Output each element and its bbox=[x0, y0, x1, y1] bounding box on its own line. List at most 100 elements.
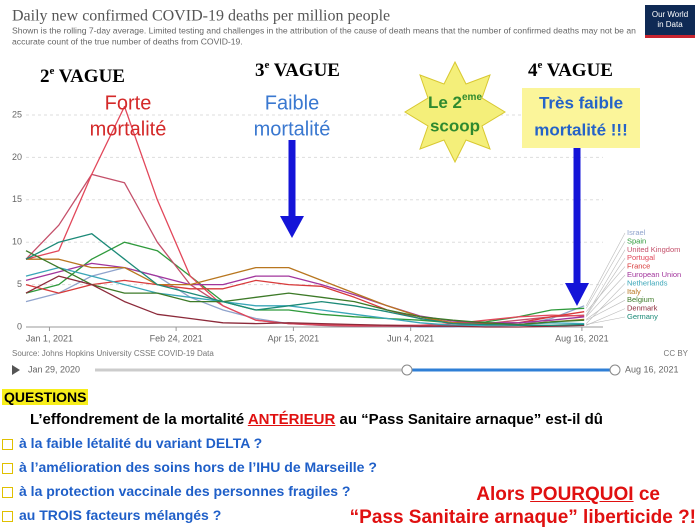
legend-label: Germany bbox=[627, 312, 658, 321]
legend-connector bbox=[586, 308, 626, 326]
chart-subtitle: accurate count of the true number of dea… bbox=[12, 36, 243, 46]
annotation-text: mortalité !!! bbox=[534, 120, 628, 139]
x-tick-label: Apr 15, 2021 bbox=[268, 333, 320, 343]
wave-num: 3 bbox=[255, 60, 265, 81]
legend-label: Spain bbox=[627, 236, 646, 245]
questions-label: QUESTIONS bbox=[2, 389, 89, 405]
timeline-handle[interactable] bbox=[401, 364, 413, 376]
scoop-sup: eme bbox=[462, 92, 482, 103]
highlight-box bbox=[522, 88, 640, 148]
x-tick-label: Jan 1, 2021 bbox=[26, 333, 73, 343]
checkbox[interactable] bbox=[2, 486, 13, 498]
chart: Daily new confirmed COVID-19 deaths per … bbox=[12, 5, 695, 376]
conclusion: Alors POURQUOI ce bbox=[476, 484, 660, 506]
legend-connector bbox=[585, 241, 626, 309]
series-line bbox=[25, 279, 585, 325]
option: à l’amélioration des soins hors de l’IHU… bbox=[2, 459, 377, 475]
x-tick-label: Aug 16, 2021 bbox=[555, 333, 609, 343]
wave-text: VAGUE bbox=[269, 60, 340, 81]
play-button[interactable] bbox=[12, 365, 20, 375]
logo-text: in Data bbox=[657, 20, 683, 29]
wave-label: 3e VAGUE bbox=[255, 59, 340, 82]
legend-label: European Union bbox=[627, 270, 681, 279]
y-tick-label: 10 bbox=[12, 237, 22, 247]
chart-title: Daily new confirmed COVID-19 deaths per … bbox=[12, 8, 390, 25]
series-line bbox=[25, 266, 585, 326]
y-tick-label: 20 bbox=[12, 152, 22, 162]
arrow-head bbox=[280, 216, 304, 238]
intro-text: L’effondrement de la mortalité bbox=[30, 411, 248, 428]
wave-label: 4e VAGUE bbox=[528, 59, 613, 82]
legend-label: Netherlands bbox=[627, 278, 668, 287]
series-line bbox=[26, 258, 585, 326]
scoop-pre: Le 2 bbox=[428, 93, 462, 112]
wave-sup: e bbox=[50, 65, 55, 77]
series-line bbox=[25, 233, 585, 326]
logo-strip bbox=[645, 35, 695, 38]
wave-sup: e bbox=[265, 59, 270, 71]
series-line bbox=[25, 262, 585, 324]
series-line bbox=[25, 241, 585, 324]
legend-label: Denmark bbox=[627, 304, 658, 313]
legend-connector bbox=[586, 266, 626, 312]
annotation-text: mortalité bbox=[254, 118, 331, 140]
option-text: à la faible létalité du variant DELTA ? bbox=[19, 435, 263, 451]
intro-text: au “Pass Sanitaire arnaque” est-il dû bbox=[335, 411, 603, 428]
wave-label: 2e VAGUE bbox=[40, 65, 125, 88]
legend-connector bbox=[586, 299, 626, 321]
checkbox[interactable] bbox=[2, 438, 13, 450]
x-tick-label: Jun 4, 2021 bbox=[387, 333, 434, 343]
y-tick-label: 15 bbox=[12, 194, 22, 204]
license: CC BY bbox=[664, 349, 689, 358]
annotation-text: mortalité bbox=[90, 118, 167, 140]
legend-connector bbox=[586, 274, 626, 318]
option-text: à l’amélioration des soins hors de l’IHU… bbox=[19, 459, 377, 475]
timeline-end: Aug 16, 2021 bbox=[625, 364, 679, 374]
option: à la faible létalité du variant DELTA ? bbox=[2, 435, 262, 451]
conclusion: “Pass Sanitaire arnaque” liberticide ?! bbox=[349, 507, 696, 528]
timeline-start: Jan 29, 2020 bbox=[28, 364, 80, 374]
x-tick-label: Feb 24, 2021 bbox=[150, 333, 203, 343]
wave-text: VAGUE bbox=[54, 66, 125, 87]
series-line bbox=[25, 105, 585, 326]
annotation-text: Forte bbox=[105, 92, 152, 114]
starburst bbox=[404, 60, 506, 164]
annotation-text: Très faible bbox=[539, 93, 623, 112]
legend-label: Italy bbox=[627, 287, 641, 296]
logo-box bbox=[645, 5, 695, 38]
plot-area: 0 5 10 15 20 25 Jan 1, 2021 Feb 24, 2021 Apr 15,… bbox=[12, 105, 681, 343]
chart-subtitle: Shown is the rolling 7-day average. Limi… bbox=[12, 25, 636, 35]
y-tick-label: 25 bbox=[12, 109, 22, 119]
option-text: au TROIS facteurs mélangés ? bbox=[19, 507, 222, 523]
scoop-text: Le 2eme bbox=[428, 92, 482, 113]
legend-label: France bbox=[627, 262, 650, 271]
legend-connector bbox=[586, 291, 626, 320]
wave-text: VAGUE bbox=[542, 60, 613, 81]
option: au TROIS facteurs mélangés ? bbox=[2, 507, 221, 523]
y-tick-label: 0 bbox=[17, 321, 22, 331]
legend-label: Portugal bbox=[627, 253, 655, 262]
arrow-head bbox=[565, 283, 589, 306]
logo-text: Our World bbox=[652, 10, 688, 19]
checkbox[interactable] bbox=[2, 510, 13, 522]
checkbox[interactable] bbox=[2, 462, 13, 474]
wave-num: 2 bbox=[40, 66, 50, 87]
legend-label: United Kingdom bbox=[627, 245, 680, 254]
y-tick-label: 5 bbox=[17, 279, 22, 289]
option-text: à la protection vaccinale des personnes … bbox=[19, 483, 351, 499]
timeline-handle[interactable] bbox=[609, 364, 621, 376]
scoop-text: scoop bbox=[430, 116, 480, 135]
conclusion-text: Alors bbox=[476, 484, 531, 505]
option: à la protection vaccinale des personnes … bbox=[2, 483, 350, 499]
legend-connector bbox=[585, 258, 626, 317]
source: Source: Johns Hopkins University CSSE CO… bbox=[12, 349, 214, 358]
wave-sup: e bbox=[538, 59, 543, 71]
wave-num: 4 bbox=[528, 60, 538, 81]
legend-connector bbox=[585, 232, 626, 306]
series-line bbox=[25, 275, 585, 328]
series-line bbox=[25, 250, 585, 326]
annotation-text: Faible bbox=[265, 92, 319, 114]
legend-label: Israel bbox=[627, 228, 646, 237]
legend-label: Belgium bbox=[627, 295, 654, 304]
